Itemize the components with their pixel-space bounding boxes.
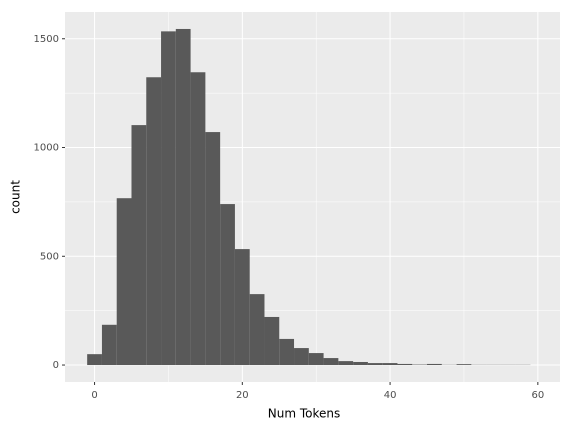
bar	[205, 132, 220, 365]
bar	[279, 339, 294, 365]
bar	[338, 361, 353, 365]
bar	[383, 363, 398, 365]
bar	[294, 348, 309, 365]
bar	[161, 31, 176, 365]
bar	[250, 294, 265, 365]
x-tick-label: 60	[531, 390, 544, 401]
bar	[427, 364, 442, 365]
bar	[353, 362, 368, 365]
bar	[264, 317, 279, 365]
y-tick-label: 1500	[34, 34, 59, 45]
bar	[368, 363, 383, 365]
bar	[235, 249, 250, 365]
bar	[309, 353, 324, 365]
bar	[220, 204, 235, 365]
x-tick-label: 20	[236, 390, 249, 401]
bar	[117, 198, 132, 365]
y-tick-label: 500	[40, 251, 59, 262]
bar	[457, 364, 472, 365]
bar	[176, 29, 191, 365]
y-tick-label: 0	[53, 360, 59, 371]
bar	[131, 125, 146, 365]
y-tick-label: 1000	[34, 143, 59, 154]
bar	[397, 364, 412, 365]
x-tick-label: 40	[384, 390, 397, 401]
bar	[191, 72, 206, 365]
y-axis-label: count	[9, 180, 23, 214]
bar	[146, 77, 161, 365]
bar	[87, 354, 102, 365]
bar	[324, 358, 339, 365]
bar	[102, 325, 117, 365]
x-tick-label: 0	[91, 390, 97, 401]
x-axis-label: Num Tokens	[268, 407, 340, 421]
